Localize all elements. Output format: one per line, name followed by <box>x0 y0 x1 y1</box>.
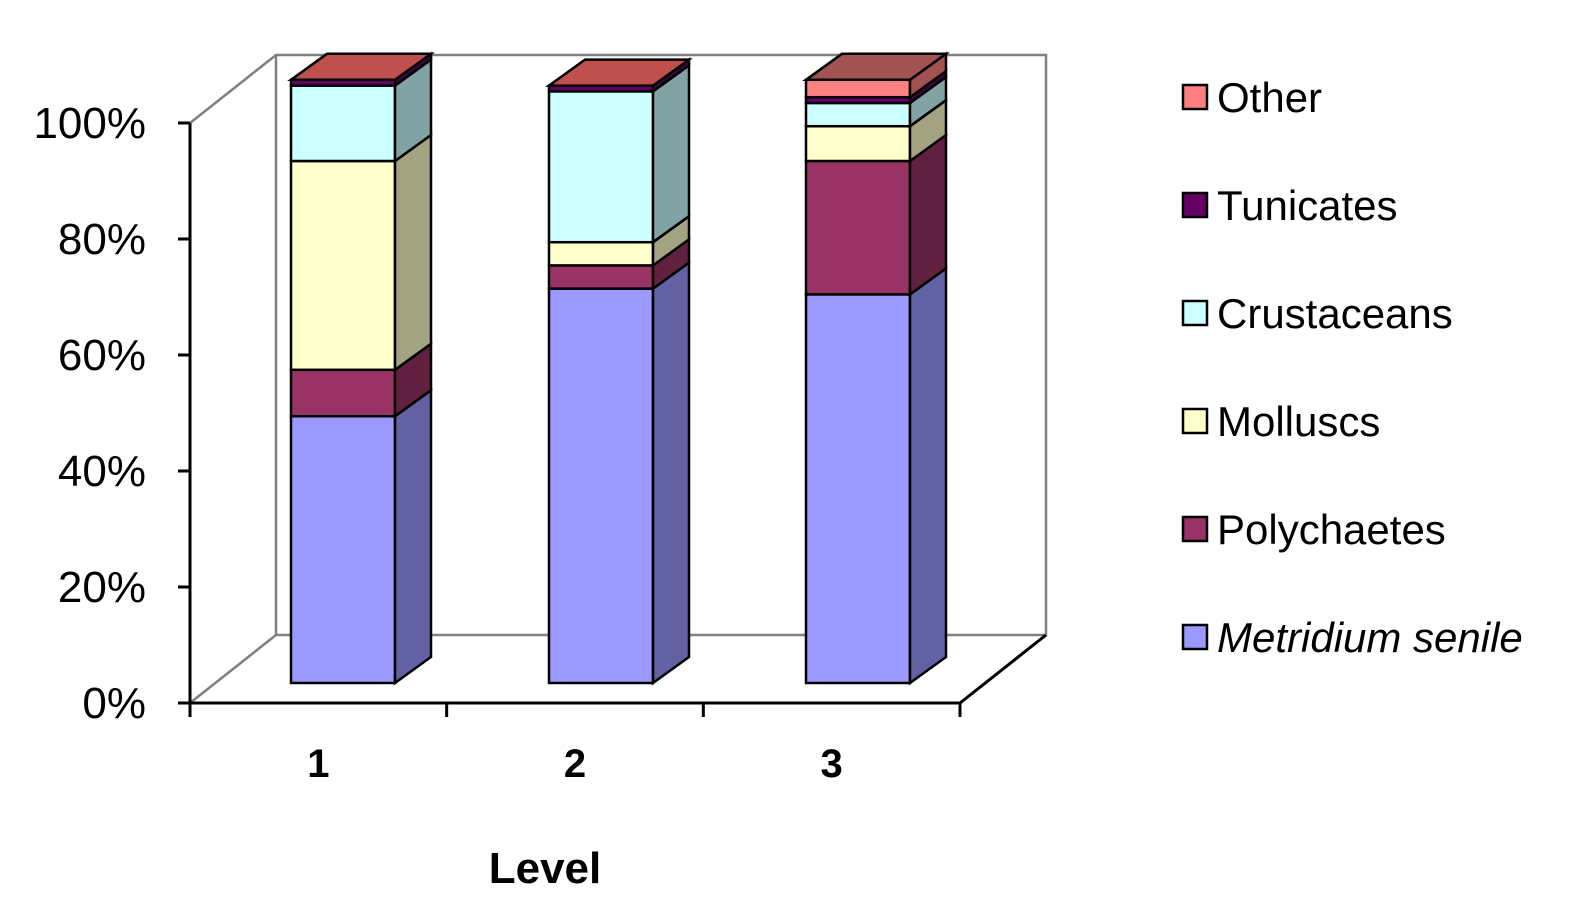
legend-item: Tunicates <box>1183 182 1398 229</box>
bar-segment-polychaetes-side <box>910 135 946 294</box>
legend-swatch <box>1183 85 1207 109</box>
y-tick-label: 80% <box>58 215 146 264</box>
legend-item: Metridium senile <box>1183 614 1523 661</box>
legend-label: Polychaetes <box>1217 506 1446 553</box>
legend-swatch <box>1183 625 1207 649</box>
bar-segment-metridium-senile-side <box>395 390 431 683</box>
bar-segment-molluscs <box>291 161 395 370</box>
x-axis-ticks: 1 2 3 <box>190 703 960 786</box>
y-tick-label: 40% <box>58 447 146 496</box>
bar-segment-polychaetes <box>291 370 395 416</box>
legend-swatch <box>1183 409 1207 433</box>
y-tick-label: 100% <box>33 99 146 148</box>
bar-segment-crustaceans <box>806 103 910 126</box>
legend-swatch <box>1183 301 1207 325</box>
legend-item: Other <box>1183 74 1322 121</box>
y-tick-label: 0% <box>82 679 146 728</box>
chart-bars <box>291 54 946 683</box>
legend-label: Crustaceans <box>1217 290 1453 337</box>
legend-item: Molluscs <box>1183 398 1380 445</box>
bar-segment-metridium-senile <box>806 294 910 683</box>
bar-segment-metridium-senile <box>549 289 653 683</box>
legend: Other Tunicates Crustaceans Molluscs Polycha… <box>1183 74 1523 661</box>
legend-swatch <box>1183 517 1207 541</box>
bar-segment-molluscs-side <box>395 135 431 370</box>
x-axis-label: Level <box>489 844 602 893</box>
legend-swatch <box>1183 193 1207 217</box>
legend-item: Crustaceans <box>1183 290 1453 337</box>
bar-segment-polychaetes <box>549 265 653 288</box>
bar-segment-metridium-senile-side <box>653 263 689 683</box>
bar-stack-3 <box>806 54 946 683</box>
legend-label: Other <box>1217 74 1322 121</box>
floor-right-edge <box>960 635 1046 703</box>
bar-segment-polychaetes <box>806 161 910 294</box>
bar-segment-crustaceans-side <box>653 65 689 242</box>
bar-segment-other <box>806 80 910 97</box>
legend-label: Tunicates <box>1217 182 1398 229</box>
x-tick-label: 1 <box>307 742 329 786</box>
y-tick-label: 60% <box>58 331 146 380</box>
legend-item: Polychaetes <box>1183 506 1446 553</box>
y-tick-label: 20% <box>58 563 146 612</box>
bar-segment-crustaceans <box>291 86 395 161</box>
bar-stack-1 <box>291 54 431 683</box>
floor-left-edge <box>190 635 276 703</box>
left-wall-top-edge <box>190 55 276 123</box>
legend-label: Molluscs <box>1217 398 1380 445</box>
bar-segment-molluscs <box>806 126 910 161</box>
bar-segment-metridium-senile <box>291 416 395 683</box>
x-tick-label: 3 <box>821 742 843 786</box>
bar-segment-metridium-senile-side <box>910 268 946 683</box>
x-tick-label: 2 <box>564 742 586 786</box>
legend-label: Metridium senile <box>1217 614 1523 661</box>
bar-segment-molluscs <box>549 242 653 265</box>
bar-segment-crustaceans <box>549 91 653 242</box>
y-axis-ticks: 0% 20% 40% 60% 80% 100% <box>33 99 190 728</box>
bar-stack-2 <box>549 60 689 683</box>
